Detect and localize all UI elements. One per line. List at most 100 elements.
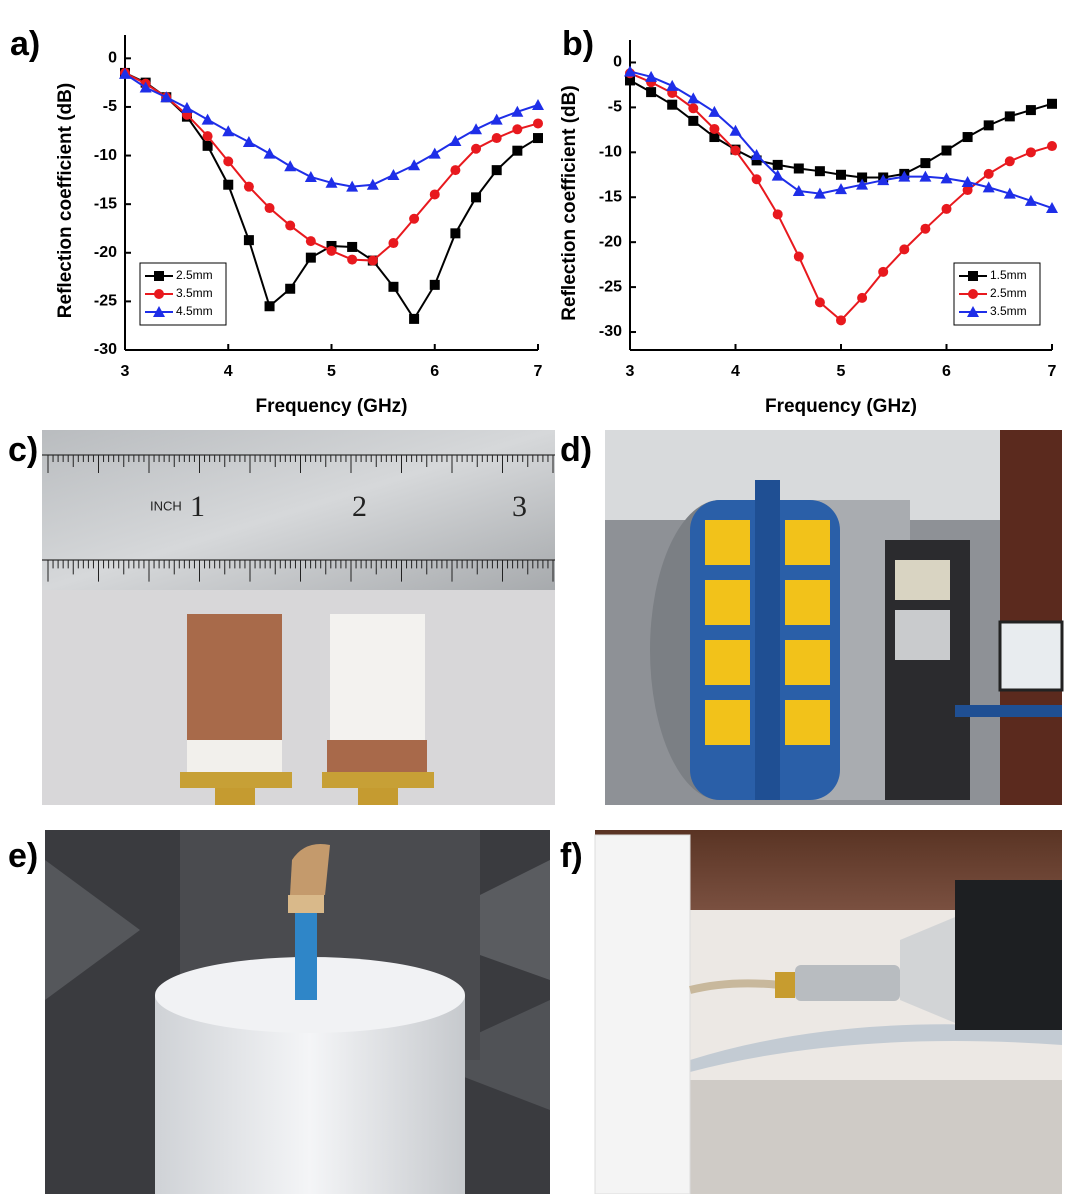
y-tick-label: -30 — [599, 323, 622, 340]
ruler-label: INCH — [150, 498, 182, 513]
data-marker — [160, 91, 173, 103]
legend-label: 2.5mm — [176, 268, 213, 282]
data-marker — [962, 185, 973, 196]
panel-label: d) — [560, 431, 592, 469]
data-marker — [201, 113, 214, 125]
y-tick-label: -10 — [94, 147, 117, 164]
data-marker — [835, 183, 847, 195]
y-tick-label: -15 — [599, 188, 622, 205]
data-marker — [729, 124, 742, 136]
data-marker — [1004, 111, 1015, 122]
x-tick-label: 7 — [534, 363, 543, 380]
data-marker — [836, 315, 846, 326]
y-tick-label: -5 — [103, 98, 117, 115]
x-tick-label: 5 — [327, 363, 336, 380]
data-marker — [962, 132, 973, 143]
data-marker — [450, 165, 461, 176]
data-marker — [708, 105, 721, 117]
panel-label: a) — [10, 25, 40, 63]
y-tick-label: -25 — [599, 278, 622, 295]
y-tick-label: 0 — [613, 54, 622, 71]
ruler-label: 1 — [190, 490, 205, 523]
data-marker — [814, 166, 825, 177]
data-marker — [982, 181, 995, 193]
data-marker — [1047, 98, 1057, 109]
data-marker — [857, 172, 868, 183]
panel-label: b) — [562, 25, 594, 63]
photo-antennas-ruler: INCH 1 2 3 — [42, 430, 555, 805]
data-marker — [471, 192, 482, 203]
ruler-label: 3 — [512, 490, 527, 523]
data-marker — [645, 70, 658, 82]
x-tick-label: 4 — [224, 363, 233, 380]
data-marker — [793, 251, 804, 262]
data-marker — [325, 176, 338, 188]
photo-anechoic-chamber — [605, 430, 1064, 805]
data-marker — [154, 289, 164, 299]
data-marker — [730, 145, 741, 156]
data-marker — [688, 103, 699, 114]
x-tick-label: 6 — [430, 363, 439, 380]
data-marker — [347, 254, 358, 265]
photo-antenna-connector — [594, 830, 1062, 1194]
data-marker — [512, 145, 523, 156]
x-tick-label: 5 — [837, 363, 846, 380]
data-marker — [305, 236, 316, 247]
data-marker — [532, 99, 544, 110]
data-marker — [856, 178, 869, 190]
data-marker — [1025, 105, 1036, 116]
data-marker — [409, 313, 420, 324]
data-marker — [968, 289, 978, 299]
data-marker — [119, 67, 131, 79]
data-marker — [264, 203, 275, 214]
data-marker — [625, 75, 635, 86]
data-marker — [533, 118, 543, 129]
data-marker — [490, 113, 503, 125]
data-marker — [263, 147, 276, 159]
data-marker — [470, 123, 483, 135]
data-marker — [772, 159, 783, 170]
data-marker — [941, 203, 952, 214]
legend-label: 2.5mm — [990, 286, 1027, 300]
data-marker — [792, 184, 805, 196]
legend-label: 3.5mm — [990, 304, 1027, 318]
data-marker — [898, 170, 911, 182]
data-marker — [491, 165, 502, 176]
data-marker — [388, 238, 399, 249]
data-marker — [1004, 156, 1015, 167]
data-marker — [688, 115, 699, 126]
data-marker — [387, 169, 400, 180]
y-tick-label: -20 — [94, 244, 117, 261]
data-marker — [450, 228, 461, 239]
data-marker — [202, 131, 213, 142]
data-marker — [326, 245, 337, 256]
data-marker — [346, 180, 359, 192]
data-marker — [920, 158, 931, 169]
data-marker — [771, 169, 784, 181]
data-marker — [284, 160, 297, 172]
legend-label: 4.5mm — [176, 304, 213, 318]
data-marker — [139, 81, 152, 93]
data-marker — [919, 170, 932, 182]
data-marker — [223, 156, 234, 167]
x-axis-label: Frequency (GHz) — [765, 396, 917, 417]
data-marker — [687, 92, 700, 104]
data-marker — [264, 301, 275, 312]
data-marker — [366, 178, 379, 190]
data-marker — [1003, 187, 1016, 199]
data-marker — [968, 271, 978, 281]
data-marker — [449, 134, 462, 146]
x-tick-label: 4 — [731, 363, 740, 380]
y-tick-label: -10 — [599, 144, 622, 161]
data-marker — [154, 271, 164, 281]
ruler-label: 2 — [352, 490, 367, 523]
series-line — [124, 72, 539, 262]
data-marker — [961, 175, 974, 187]
data-marker — [222, 125, 235, 137]
data-marker — [899, 244, 910, 255]
data-marker — [793, 163, 804, 174]
data-marker — [429, 189, 440, 200]
panel-label: e) — [8, 837, 38, 875]
data-marker — [243, 181, 254, 192]
data-marker — [877, 174, 890, 186]
